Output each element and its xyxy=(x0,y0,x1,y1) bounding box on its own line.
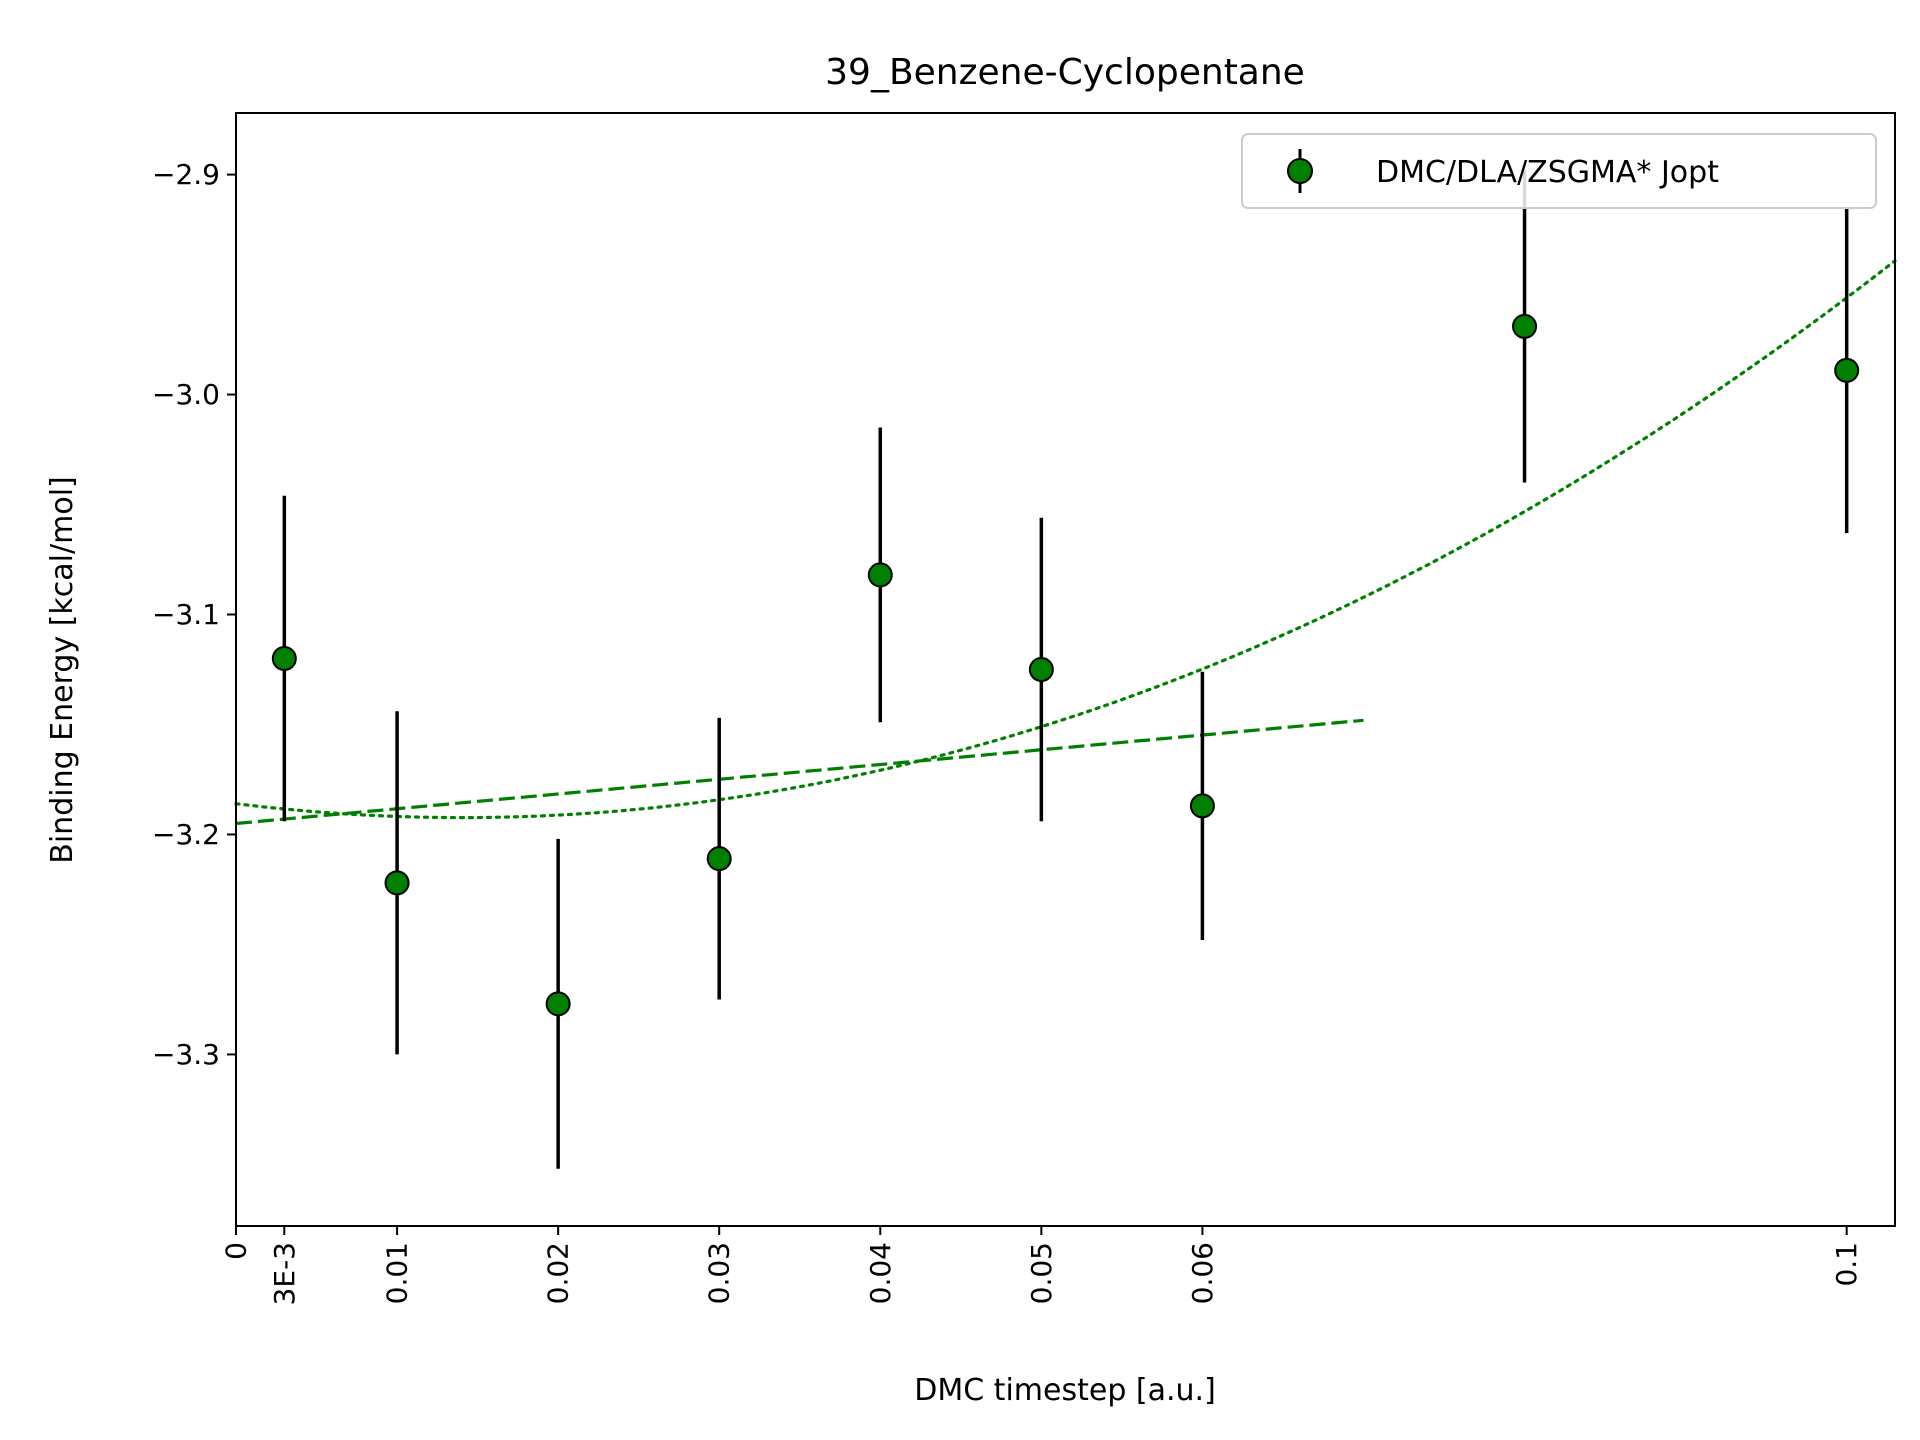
legend-box xyxy=(1241,133,1877,209)
point-marker xyxy=(384,870,410,896)
x-tick-label: 0.02 xyxy=(542,1242,575,1304)
legend-point-marker xyxy=(1287,158,1313,184)
y-tick-label: −3.3 xyxy=(152,1038,220,1071)
point-marker xyxy=(545,991,571,1017)
x-tick-label: 0.04 xyxy=(864,1242,897,1304)
point-marker xyxy=(1189,793,1215,819)
data-point xyxy=(1512,170,1538,483)
plot-frame xyxy=(235,112,1896,1227)
data-points xyxy=(271,170,1860,1169)
x-axis-label: DMC timestep [a.u.] xyxy=(914,1373,1216,1408)
x-tick-label: 3E-3 xyxy=(268,1242,301,1305)
data-point xyxy=(545,838,571,1169)
x-tick-label: 0.1 xyxy=(1830,1242,1863,1287)
fit-curves xyxy=(234,259,1897,826)
legend-series-label: DMC/DLA/ZSGMA* Jopt xyxy=(1376,155,1719,190)
point-marker xyxy=(706,846,732,872)
dotted-fit-line xyxy=(234,259,1897,820)
data-point xyxy=(1834,207,1860,534)
x-tick-label: 0.06 xyxy=(1186,1242,1219,1304)
data-point xyxy=(1028,517,1054,822)
x-tick-label: 0 xyxy=(220,1242,253,1260)
y-tick-label: −2.9 xyxy=(152,158,220,191)
y-tick-label: −3.1 xyxy=(152,598,220,631)
chart-title: 39_Benzene-Cyclopentane xyxy=(825,52,1305,93)
point-marker xyxy=(867,562,893,588)
legend: DMC/DLA/ZSGMA* Jopt xyxy=(1241,133,1877,209)
data-point xyxy=(1189,671,1215,941)
y-axis-label: Binding Energy [kcal/mol] xyxy=(45,476,80,863)
data-point xyxy=(867,427,893,723)
data-point xyxy=(384,711,410,1055)
y-tick-label: −3.0 xyxy=(152,378,220,411)
point-marker xyxy=(271,646,297,672)
data-point xyxy=(706,717,732,1000)
x-tick-label: 0.01 xyxy=(381,1242,414,1304)
point-marker xyxy=(1512,313,1538,339)
x-axis-ticks: 0 3E-3 0.01 0.02 0.03 0.04 0.05 0.06 0.1 xyxy=(220,1226,1863,1305)
y-tick-label: −3.2 xyxy=(152,818,220,851)
x-tick-label: 0.05 xyxy=(1025,1242,1058,1304)
point-marker xyxy=(1834,357,1860,383)
dashed-fit-line xyxy=(235,718,1364,826)
data-point xyxy=(271,495,297,822)
x-tick-label: 0.03 xyxy=(703,1242,736,1304)
point-marker xyxy=(1028,657,1054,682)
y-axis-ticks: −2.9 −3.0 −3.1 −3.2 −3.3 xyxy=(152,158,236,1071)
